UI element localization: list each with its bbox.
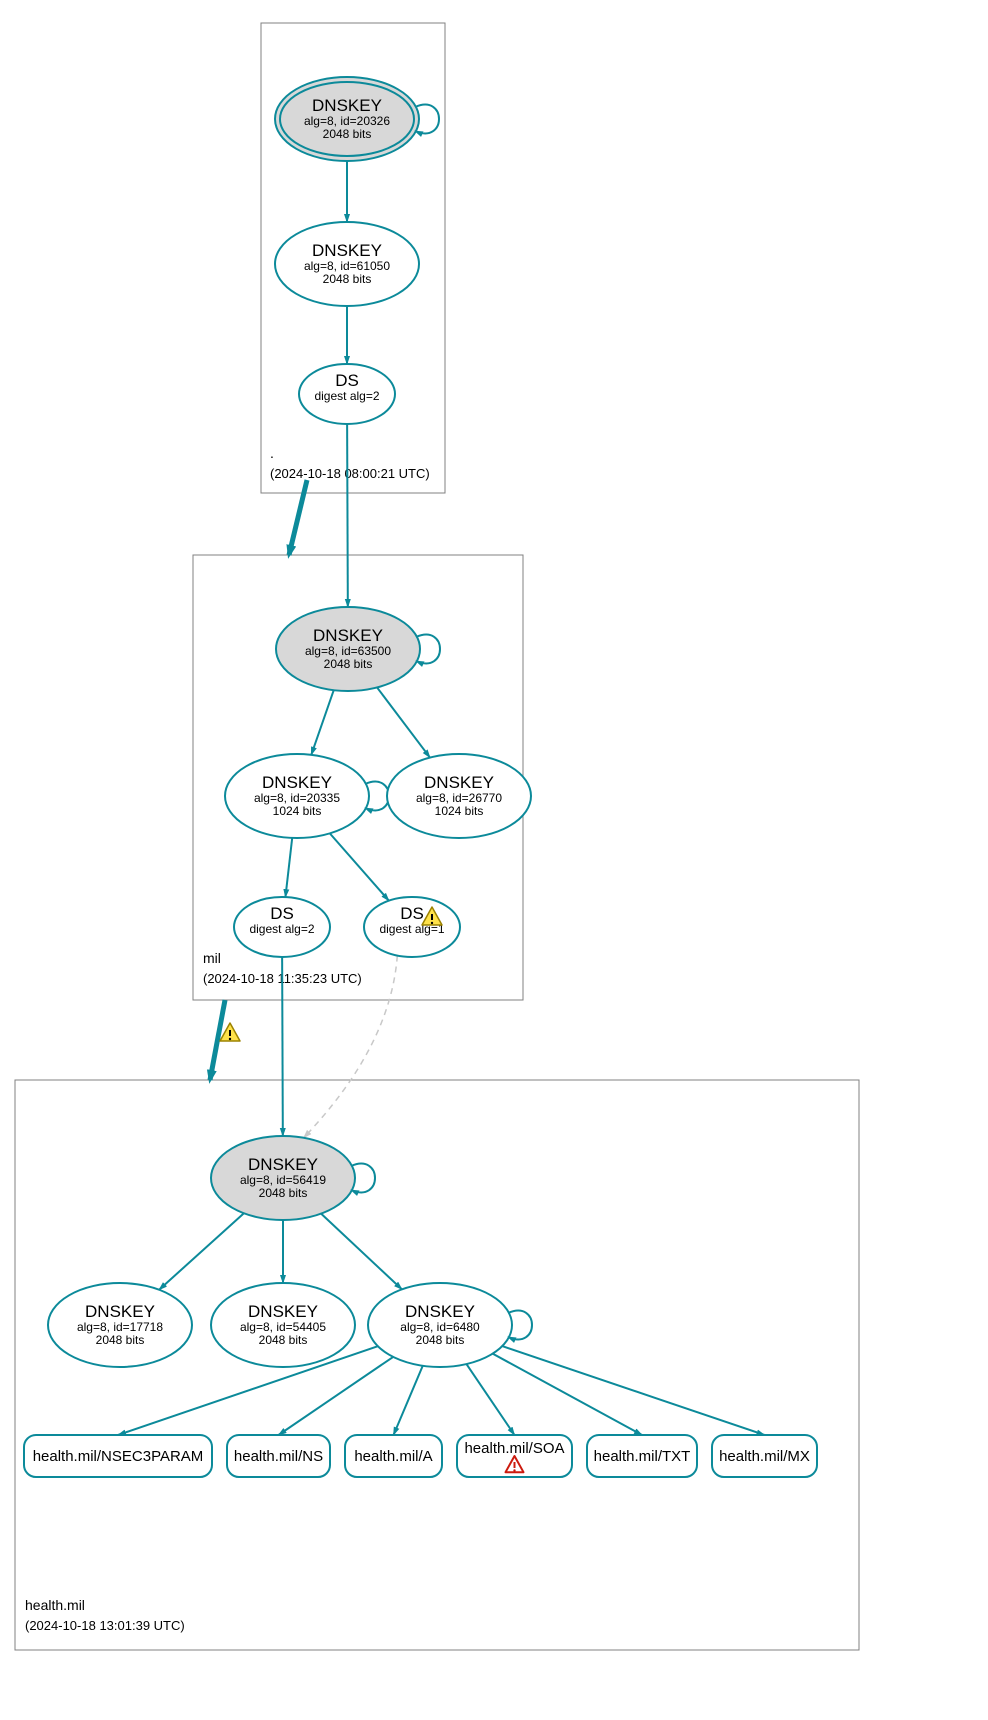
node-title: DNSKEY	[85, 1302, 155, 1321]
edge	[466, 1364, 514, 1435]
node-title: DS	[270, 904, 294, 923]
edge	[311, 690, 333, 755]
leaf-l_a: health.mil/A	[345, 1435, 442, 1477]
leaf-l_txt: health.mil/TXT	[587, 1435, 697, 1477]
zone-timestamp-root: (2024-10-18 08:00:21 UTC)	[270, 466, 430, 481]
node-subline: alg=8, id=54405	[240, 1320, 326, 1334]
zone-label-root: .	[270, 445, 274, 461]
node-title: DNSKEY	[405, 1302, 475, 1321]
node-subline: alg=8, id=56419	[240, 1173, 326, 1187]
node-subline: alg=8, id=61050	[304, 259, 390, 273]
zone-timestamp-healthmil: (2024-10-18 13:01:39 UTC)	[25, 1618, 185, 1633]
node-subline: 2048 bits	[259, 1186, 308, 1200]
node-title: DNSKEY	[312, 241, 382, 260]
edge	[279, 1357, 394, 1435]
node-title: DNSKEY	[312, 96, 382, 115]
node-title: DNSKEY	[262, 773, 332, 792]
dnssec-diagram: . (2024-10-18 08:00:21 UTC) mil (2024-10-18…	[0, 0, 988, 1720]
node-n_root_ds: DSdigest alg=2	[299, 364, 395, 424]
node-subline: 2048 bits	[96, 1333, 145, 1347]
node-subline: digest alg=2	[249, 922, 314, 936]
leaf-l_mx: health.mil/MX	[712, 1435, 817, 1477]
node-subline: 2048 bits	[416, 1333, 465, 1347]
node-subline: digest alg=2	[314, 389, 379, 403]
node-n_mil_ksk: DNSKEYalg=8, id=635002048 bits	[276, 607, 440, 691]
leaf-label: health.mil/SOA	[464, 1440, 564, 1457]
node-n_health_zsk1: DNSKEYalg=8, id=177182048 bits	[48, 1283, 192, 1367]
node-subline: alg=8, id=20326	[304, 114, 390, 128]
leaf-l_soa: health.mil/SOA	[457, 1435, 572, 1477]
node-n_health_ksk: DNSKEYalg=8, id=564192048 bits	[211, 1136, 375, 1220]
edge	[321, 1214, 402, 1290]
node-title: DS	[400, 904, 424, 923]
edge	[493, 1354, 642, 1435]
node-title: DNSKEY	[424, 773, 494, 792]
node-subline: 2048 bits	[324, 657, 373, 671]
node-subline: alg=8, id=20335	[254, 791, 340, 805]
node-subline: alg=8, id=6480	[400, 1320, 480, 1334]
edge	[159, 1213, 244, 1289]
zone-label-mil: mil	[203, 950, 221, 966]
node-subline: alg=8, id=26770	[416, 791, 502, 805]
leaf-label: health.mil/NS	[234, 1448, 323, 1465]
node-n_root_zsk: DNSKEYalg=8, id=610502048 bits	[275, 222, 419, 306]
edge	[347, 424, 348, 607]
leaf-label: health.mil/NSEC3PARAM	[33, 1448, 204, 1465]
edge	[282, 957, 283, 1136]
leaf-l_ns: health.mil/NS	[227, 1435, 330, 1477]
node-title: DNSKEY	[248, 1302, 318, 1321]
zone-link-arrow	[289, 480, 307, 555]
edge	[394, 1366, 423, 1435]
node-subline: 2048 bits	[259, 1333, 308, 1347]
node-subline: alg=8, id=63500	[305, 644, 391, 658]
edge	[285, 838, 292, 897]
node-n_mil_ds2: DSdigest alg=1	[364, 897, 460, 957]
node-n_mil_ds1: DSdigest alg=2	[234, 897, 330, 957]
node-n_health_zsk3: DNSKEYalg=8, id=64802048 bits	[368, 1283, 532, 1367]
leaf-label: health.mil/MX	[719, 1448, 810, 1465]
node-n_health_zsk2: DNSKEYalg=8, id=544052048 bits	[211, 1283, 355, 1367]
node-subline: 2048 bits	[323, 127, 372, 141]
zone-label-healthmil: health.mil	[25, 1597, 85, 1613]
node-n_mil_zsk1: DNSKEYalg=8, id=203351024 bits	[225, 754, 389, 838]
node-subline: 1024 bits	[273, 804, 322, 818]
node-n_root_ksk: DNSKEYalg=8, id=203262048 bits	[275, 77, 439, 161]
node-subline: alg=8, id=17718	[77, 1320, 163, 1334]
node-subline: 1024 bits	[435, 804, 484, 818]
edge	[377, 687, 430, 757]
leaf-label: health.mil/TXT	[594, 1448, 691, 1465]
node-n_mil_zsk2: DNSKEYalg=8, id=267701024 bits	[387, 754, 531, 838]
edge	[502, 1346, 764, 1435]
edge	[330, 833, 389, 900]
node-subline: 2048 bits	[323, 272, 372, 286]
leaf-l_nsec3: health.mil/NSEC3PARAM	[24, 1435, 212, 1477]
node-title: DNSKEY	[248, 1155, 318, 1174]
leaf-label: health.mil/A	[354, 1448, 432, 1465]
node-title: DS	[335, 371, 359, 390]
node-title: DNSKEY	[313, 626, 383, 645]
